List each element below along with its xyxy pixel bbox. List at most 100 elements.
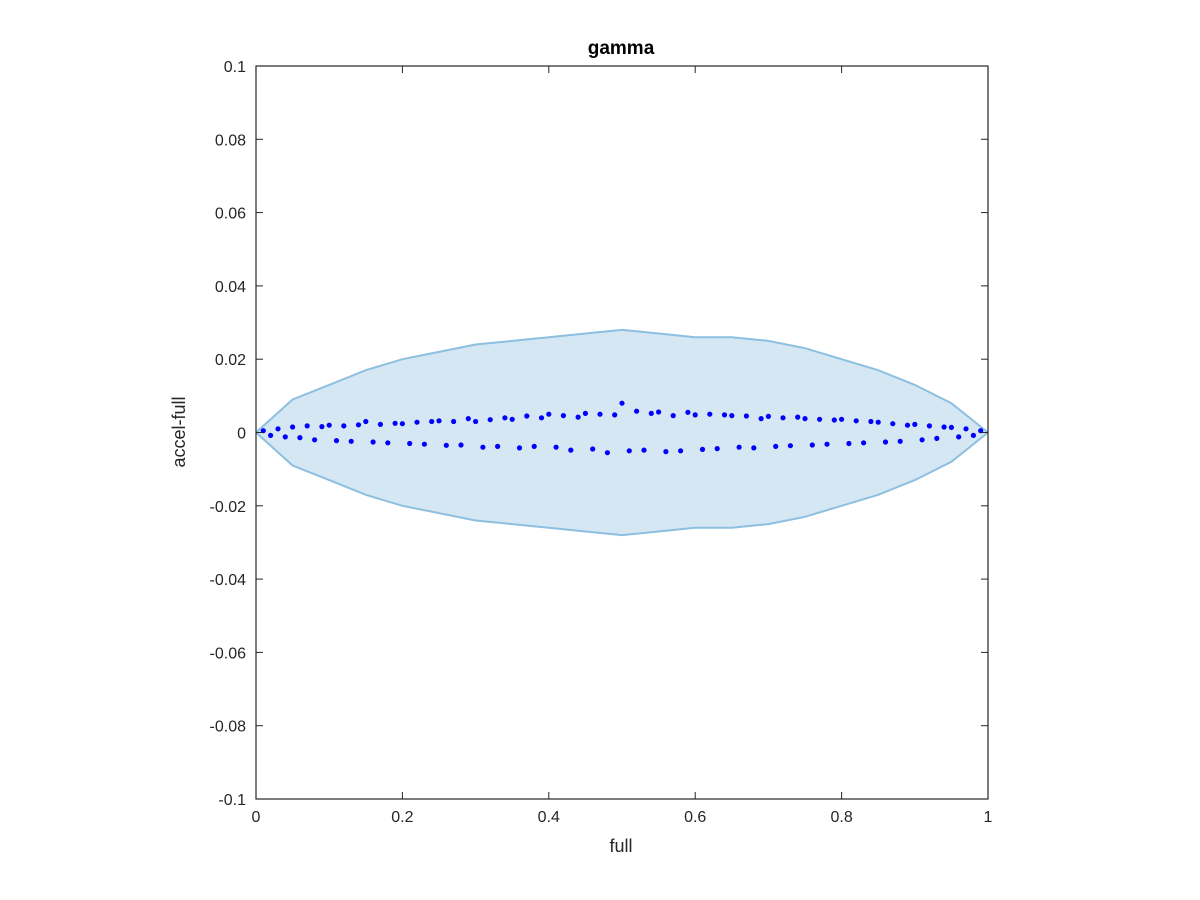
confidence-band-lower-edge [255,431,989,537]
data-point [941,424,947,430]
data-point [538,415,545,421]
data-point [648,410,654,416]
y-tick-label: 0.06 [215,206,246,223]
x-tick-label: 0 [252,809,261,826]
data-point [692,412,698,418]
data-point [333,438,340,444]
y-tick-label: -0.1 [218,792,246,809]
data-point [890,421,896,427]
data-point [312,437,318,443]
data-point [495,443,501,449]
data-point [421,441,427,447]
data-point [377,421,383,427]
data-point [341,423,347,429]
data-point [502,415,508,421]
data-point [948,424,955,430]
data-point [304,423,310,429]
data-point [297,435,303,441]
data-point [619,400,625,406]
data-point [963,426,969,432]
data-point [612,412,618,418]
y-tick-label: -0.04 [210,572,247,589]
x-tick-label: 0.2 [391,809,413,826]
data-point [861,440,867,446]
data-point [868,418,874,425]
data-point [407,440,413,447]
data-point [414,419,420,425]
confidence-band-upper-edge [255,328,989,434]
data-point [919,437,925,443]
data-point [656,409,662,415]
data-point [699,446,706,452]
data-point [897,438,903,444]
plot-area [255,328,989,537]
data-point [802,416,808,422]
data-point [875,419,881,425]
data-point [370,439,376,445]
data-point [707,411,713,417]
y-tick-label: -0.02 [210,499,247,516]
y-axis-ticks: 0.1 0.08 0.06 0.04 0.02 0 -0.02 -0.04 -0.06 -0.08… [210,59,988,809]
y-tick-label: 0.04 [215,279,246,296]
data-point [582,410,589,416]
x-axis-ticks: 0 0.2 0.4 0.6 0.8 1 [252,66,993,826]
data-point [531,443,537,449]
y-axis-label: accel-full [169,396,189,467]
data-point [678,448,684,454]
data-point [290,424,296,430]
data-point [853,418,859,424]
data-point [443,442,449,448]
data-point [546,411,552,417]
data-point [473,418,479,425]
y-tick-label: 0.1 [224,59,246,76]
data-point [634,408,640,414]
data-point [882,439,889,445]
confidence-band-fill [256,329,988,536]
x-tick-label: 0.8 [830,809,852,826]
y-tick-label: 0 [237,426,246,443]
data-point [275,426,281,432]
data-point [568,447,574,453]
data-point [736,444,742,450]
data-point [392,420,398,426]
data-points-series [260,400,984,456]
x-tick-label: 1 [984,809,993,826]
data-point [560,413,567,419]
data-point [824,441,830,447]
data-point [809,442,815,448]
data-point [480,444,486,450]
data-point [436,418,442,424]
data-point [780,415,786,421]
data-point [926,423,933,429]
data-point [956,434,962,440]
data-point [758,416,764,422]
data-point [590,446,596,452]
data-point [348,438,354,444]
data-point [817,416,823,422]
data-point [326,422,332,428]
data-point [626,448,632,454]
data-point [429,418,435,425]
data-point [458,442,464,448]
data-point [714,446,720,452]
data-point [839,416,845,422]
data-point [934,435,940,441]
data-point [575,414,581,420]
y-tick-label: -0.08 [210,719,247,736]
data-point [524,413,530,419]
data-point [319,424,325,430]
data-point [282,434,288,440]
data-point [765,413,772,419]
data-point [743,413,750,419]
y-tick-label: 0.02 [215,352,246,369]
data-point [685,409,691,415]
data-point [451,418,457,425]
data-point [355,422,362,428]
data-point [904,422,911,428]
data-point [385,440,391,446]
data-point [553,444,559,450]
data-point [787,443,794,449]
data-point [773,443,779,449]
data-point [363,418,369,425]
